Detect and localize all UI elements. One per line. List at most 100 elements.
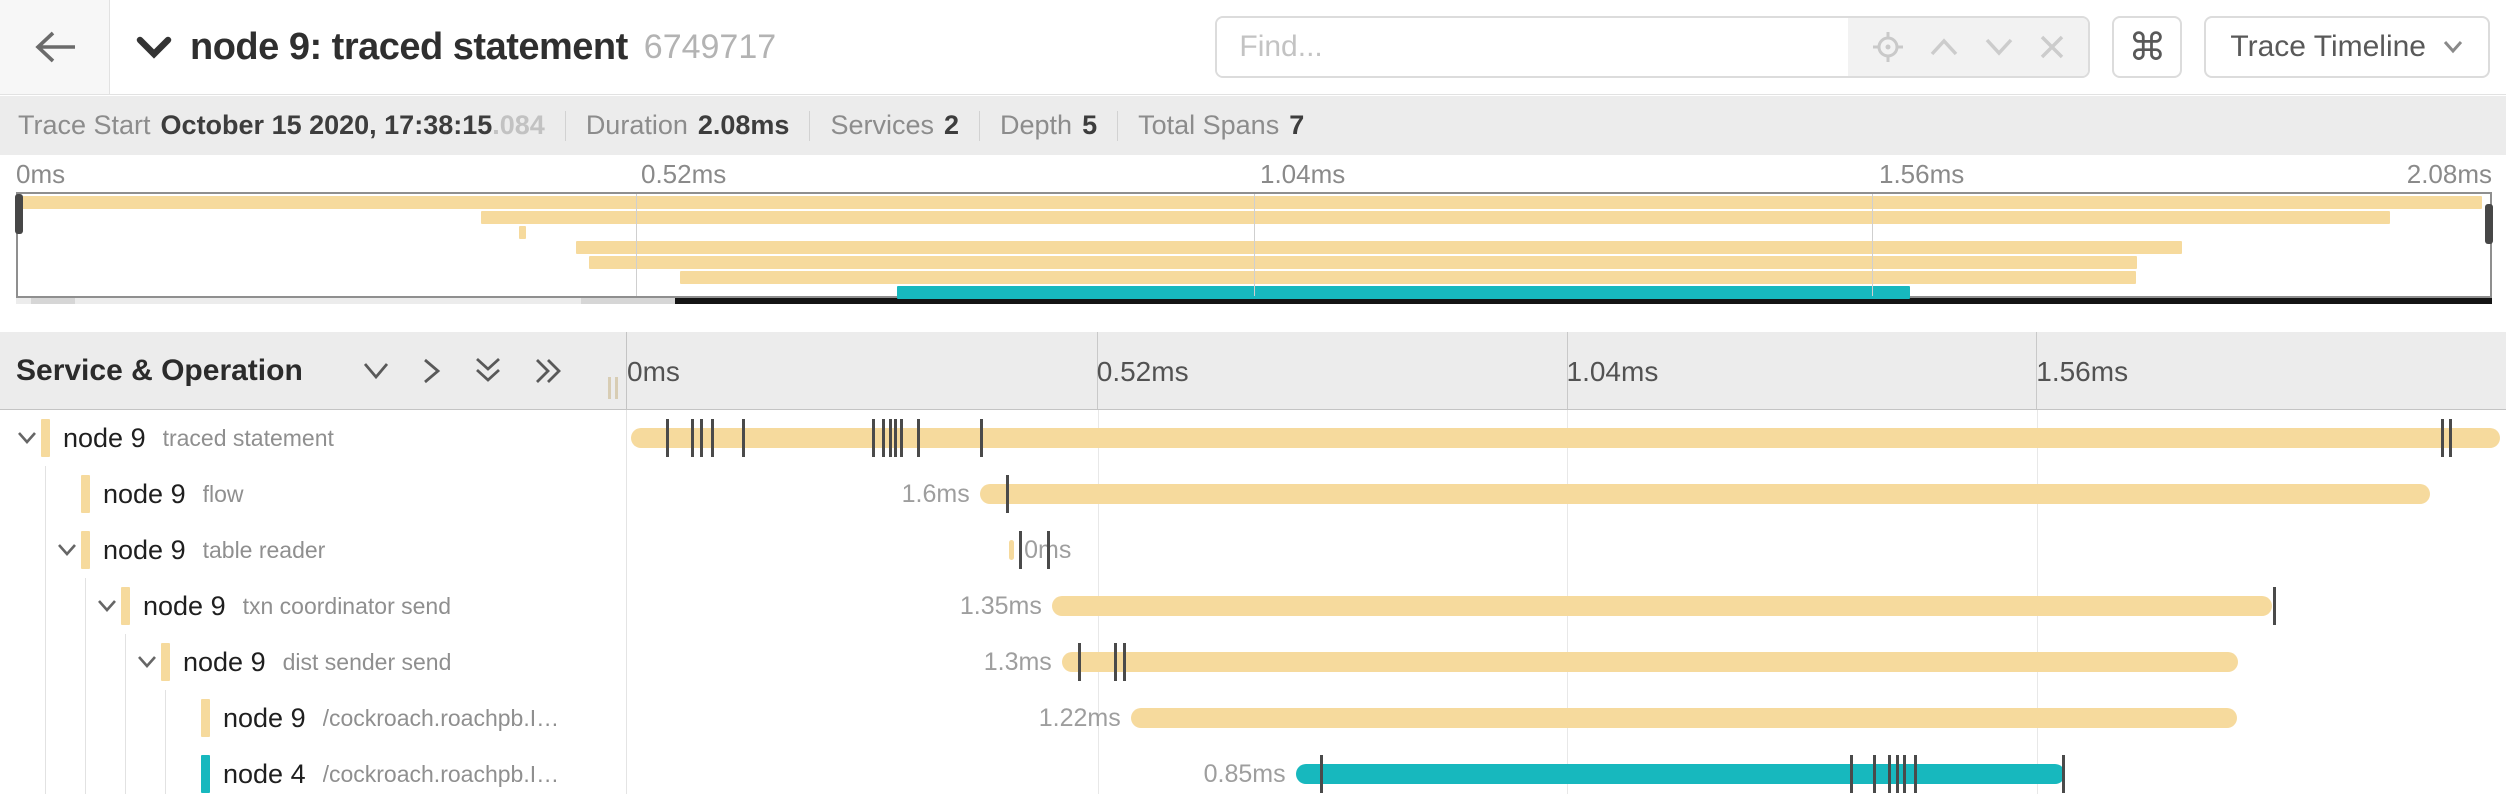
span-tree-row[interactable]: node 9 flow (0, 466, 627, 522)
tree-indent-guide (85, 578, 86, 794)
service-color-bar (201, 755, 210, 793)
minimap-span-bar (21, 196, 2483, 209)
back-arrow-icon (33, 30, 77, 64)
service-name: node 9 (183, 646, 266, 677)
stat-label: Depth (1000, 110, 1073, 140)
axis-tick-label: 1.56ms (1879, 159, 1965, 189)
minimap-canvas[interactable] (15, 192, 2493, 299)
stat-label: Total Spans (1138, 110, 1280, 140)
service-color-bar (41, 419, 50, 457)
find-input[interactable] (1217, 18, 1849, 76)
span-log-tick (871, 419, 875, 457)
span-timeline-column: 1.6ms 0ms 1.35ms 1.3ms 1.22ms 0.85ms (628, 410, 2506, 794)
span-log-tick (2062, 755, 2066, 793)
span-timeline-row[interactable]: 0.85ms (628, 746, 2506, 794)
stat-separator (979, 110, 981, 141)
span-log-tick (1888, 755, 1892, 793)
span-duration-bar[interactable] (631, 428, 2500, 448)
span-tree-row[interactable]: node 4/cockroach.roachpb.I… (0, 746, 627, 794)
operation-name: dist sender send (282, 648, 452, 675)
collapse-one-icon[interactable] (361, 360, 391, 382)
service-name: node 9 (103, 534, 186, 565)
minimap-scrubber[interactable] (16, 298, 2492, 304)
span-duration-label: 1.6ms (901, 480, 970, 508)
expand-one-icon[interactable] (421, 356, 443, 386)
service-color-bar (81, 531, 90, 569)
span-log-tick (881, 419, 885, 457)
locate-match-icon[interactable] (1871, 30, 1905, 64)
trace-id: 6749717 (643, 27, 777, 66)
span-log-tick (979, 419, 983, 457)
title-chevron-down-icon[interactable] (136, 34, 172, 60)
span-timeline-row[interactable]: 1.35ms (628, 578, 2506, 634)
stat-item: Depth 5 (1000, 110, 1097, 141)
span-duration-bar[interactable] (1061, 652, 2239, 672)
span-duration-bar[interactable] (1008, 540, 1015, 560)
span-duration-label: 1.35ms (959, 592, 1042, 620)
span-duration-bar[interactable] (1051, 596, 2273, 616)
stat-separator (1117, 110, 1119, 141)
span-log-tick (1046, 531, 1050, 569)
span-log-tick (893, 419, 897, 457)
minimap-right-handle[interactable] (2485, 204, 2493, 244)
stat-item: Duration 2.08ms (586, 110, 790, 141)
operation-name: traced statement (162, 424, 334, 451)
column-resize-grip[interactable] (608, 377, 618, 399)
span-timeline-row[interactable]: 1.3ms (628, 634, 2506, 690)
clear-search-icon[interactable] (2038, 33, 2066, 61)
span-timeline-row[interactable]: 0ms (628, 522, 2506, 578)
minimap-gridline (1872, 194, 1873, 296)
span-duration-bar[interactable] (1295, 764, 2066, 784)
span-tree-row[interactable]: node 9 dist sender send (0, 634, 627, 690)
minimap-span-bar (481, 211, 2391, 224)
stat-value: 2.08ms (697, 110, 790, 140)
prev-match-icon[interactable] (1928, 36, 1960, 58)
span-duration-bar[interactable] (1130, 708, 2238, 728)
back-button[interactable] (0, 0, 110, 94)
top-header: node 9: traced statement 6749717 (0, 0, 2506, 95)
service-name: node 9 (223, 702, 306, 733)
expand-all-icon[interactable] (533, 356, 565, 386)
span-duration-label: 1.3ms (983, 648, 1052, 676)
stat-label: Duration (585, 110, 688, 140)
stat-item: Total Spans 7 (1138, 110, 1304, 141)
span-tree-row[interactable]: node 9 txn coordinator send (0, 578, 627, 634)
scrubber-thumb[interactable] (674, 298, 2492, 304)
tree-indent-guide (45, 466, 46, 794)
keyboard-shortcuts-button[interactable]: ⌘ (2112, 16, 2183, 78)
scrubber-mark (580, 298, 675, 304)
span-log-tick (665, 419, 669, 457)
span-expand-chevron-icon[interactable] (15, 430, 39, 446)
next-match-icon[interactable] (1983, 36, 2015, 58)
span-expand-chevron-icon[interactable] (95, 598, 119, 614)
operation-name: /cockroach.roachpb.I… (322, 704, 560, 731)
span-duration-bar[interactable] (979, 484, 2431, 504)
tree-indent-guide (125, 634, 126, 794)
minimap-gridline (1254, 194, 1255, 296)
axis-gridline (1096, 332, 1098, 409)
view-dropdown-button[interactable]: Trace Timeline (2204, 16, 2490, 78)
span-tree-row[interactable]: node 9 traced statement (0, 410, 627, 466)
header-controls: ⌘ Trace Timeline (1215, 16, 2506, 78)
stat-value: 5 (1082, 110, 1098, 140)
span-timeline-row[interactable] (628, 410, 2506, 466)
span-tree-row[interactable]: node 9 table reader (0, 522, 627, 578)
span-timeline-row[interactable]: 1.22ms (628, 690, 2506, 746)
span-log-tick (1122, 643, 1126, 681)
minimap-left-handle[interactable] (15, 194, 23, 234)
stat-label: Trace Start (18, 110, 151, 140)
collapse-all-icon[interactable] (473, 356, 503, 386)
stat-value: October 15 2020, 17:38:15 (160, 110, 493, 140)
span-expand-chevron-icon[interactable] (55, 542, 79, 558)
find-tools (1848, 18, 2089, 76)
service-color-bar (161, 643, 170, 681)
view-dropdown-label: Trace Timeline (2230, 30, 2426, 63)
span-log-tick (1850, 755, 1854, 793)
span-tree-row[interactable]: node 9/cockroach.roachpb.I… (0, 690, 627, 746)
axis-gridline (2036, 332, 2038, 409)
span-expand-chevron-icon[interactable] (135, 654, 159, 670)
span-timeline-row[interactable]: 1.6ms (628, 466, 2506, 522)
operation-name: flow (202, 480, 244, 507)
minimap-span-bar (679, 271, 2136, 284)
